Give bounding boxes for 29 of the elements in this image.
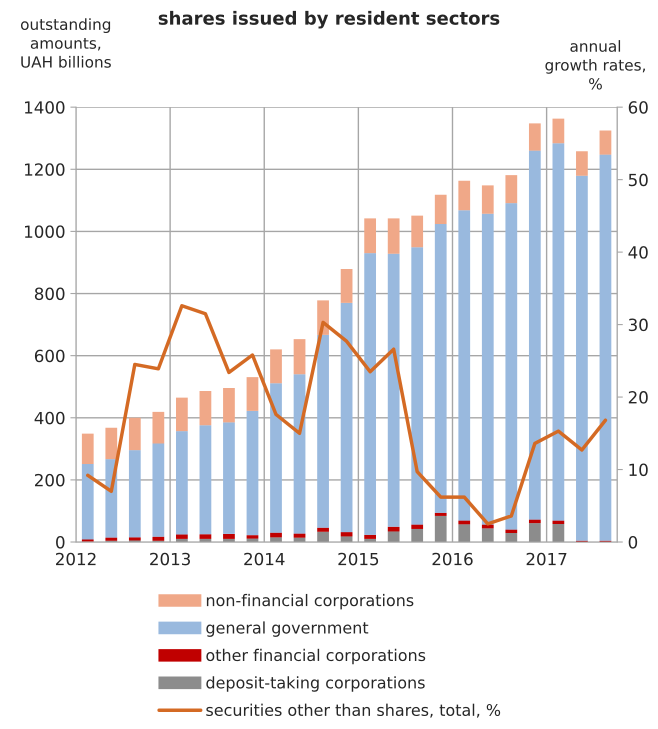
y2-tick-label: 40: [628, 246, 648, 259]
legend-label: non-financial corporations: [206, 594, 414, 610]
y-tick-label: 600: [34, 350, 64, 362]
y2-axis-title: annual growth rates, %: [545, 40, 645, 90]
x-tick-label: 2013: [150, 552, 190, 566]
x-tick-label: 2016: [432, 552, 473, 566]
y-tick-label: 200: [34, 474, 64, 486]
y-tick-label: 400: [34, 412, 64, 424]
y-tick-label: 0: [56, 536, 64, 549]
y2-tick-label: 30: [628, 318, 648, 332]
legend-label: deposit-taking corporations: [206, 676, 425, 692]
y-axis-title: outstanding amounts, UAH billions: [20, 18, 111, 68]
legend-label: general government: [206, 621, 368, 637]
y2-tick-label: 20: [628, 391, 648, 404]
y2-tick-label: 10: [629, 464, 648, 476]
y2-tick-label: 60: [628, 101, 648, 114]
legend-label: other financial corporations: [206, 648, 426, 664]
y2-tick-label: 0: [628, 536, 638, 549]
y-tick-label: 1200: [24, 163, 64, 176]
chart-title: shares issued by resident sectors: [158, 10, 500, 29]
x-tick-label: 2017: [526, 552, 566, 566]
x-tick-label: 2012: [56, 552, 96, 566]
x-tick-label: 2015: [338, 552, 378, 566]
y2-tick-label: 50: [628, 174, 648, 186]
y-tick-label: 1000: [24, 225, 64, 238]
x-tick-label: 2014: [244, 552, 285, 566]
legend-label: securities other than shares, total, %: [206, 704, 500, 718]
y-tick-label: 1400: [24, 101, 64, 114]
y-tick-label: 800: [34, 287, 64, 300]
